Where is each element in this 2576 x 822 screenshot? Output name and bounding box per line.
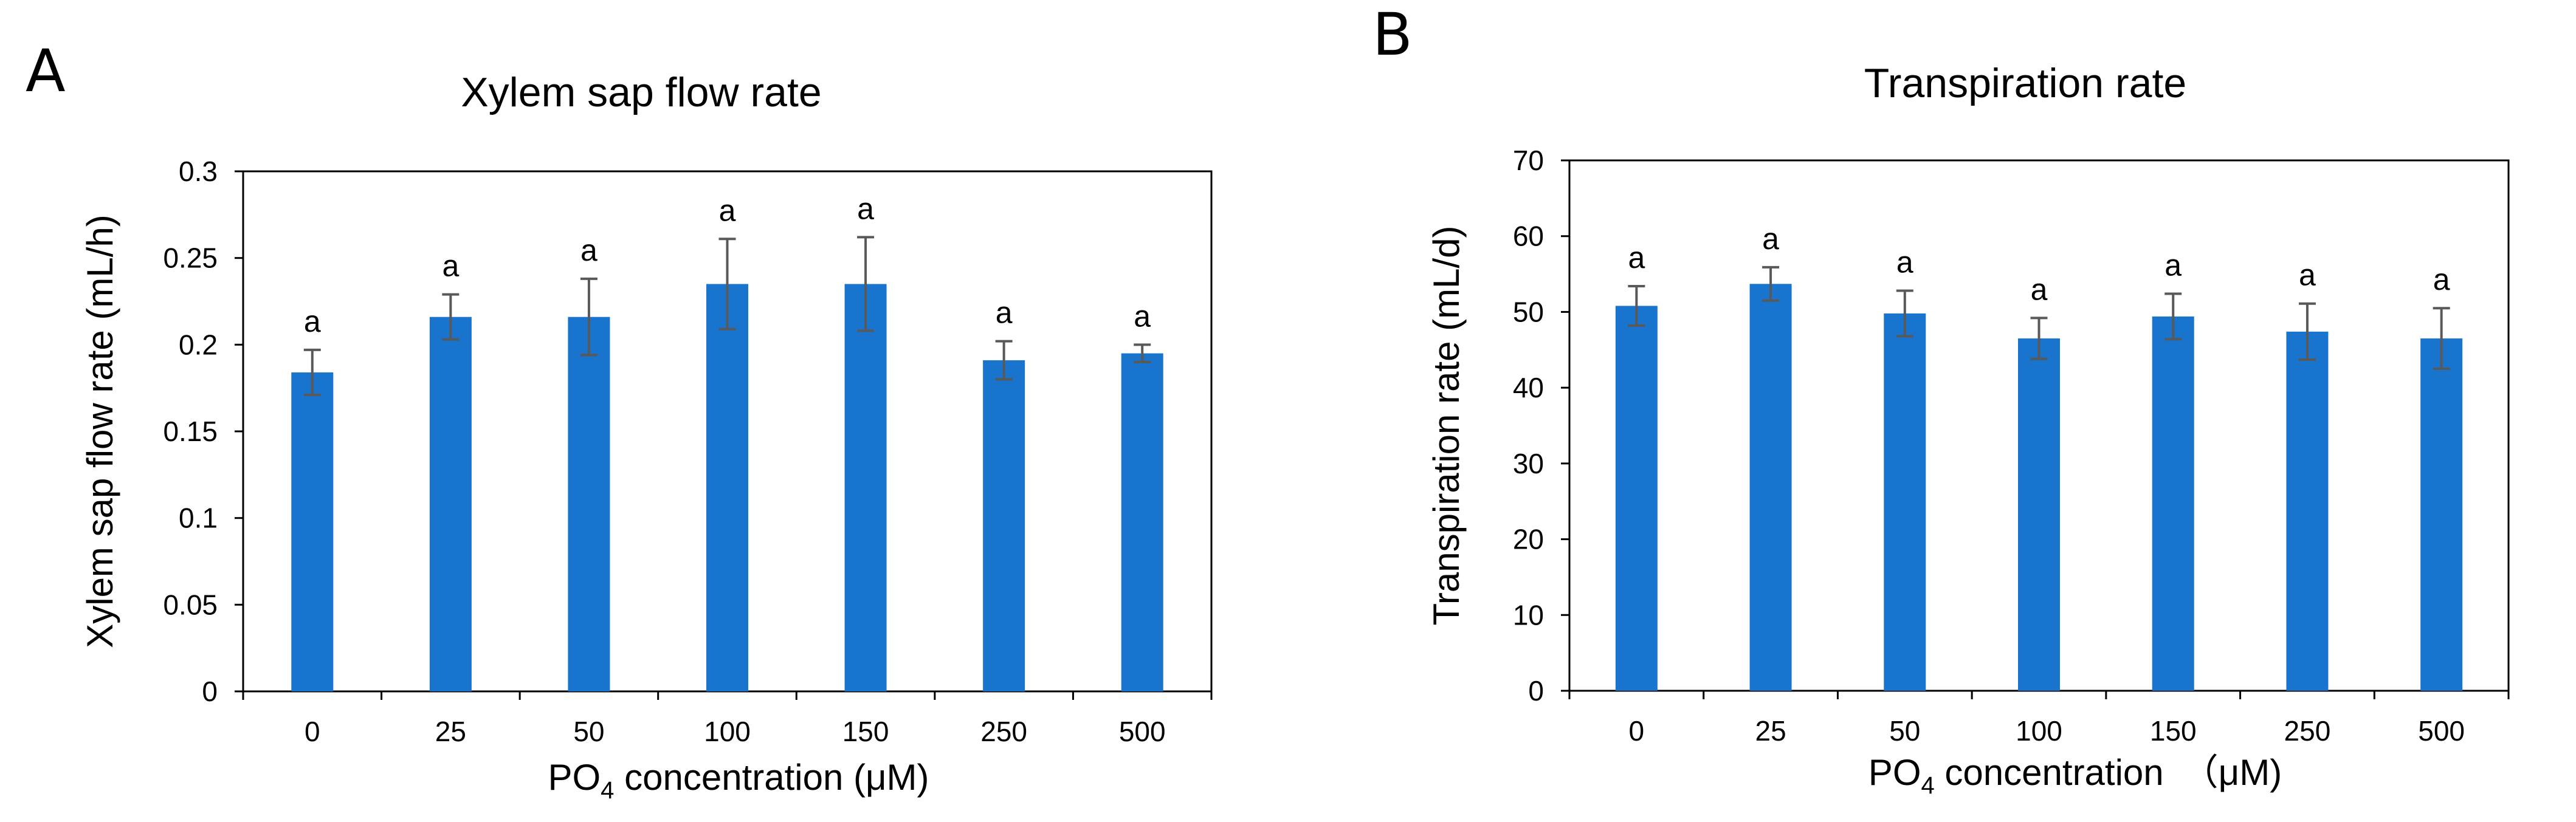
- significance-label: a: [2433, 262, 2450, 296]
- significance-label: a: [719, 193, 736, 227]
- x-axis-label: PO4 concentration (μM): [548, 757, 929, 804]
- x-tick-label: 50: [573, 716, 604, 747]
- bar: [291, 372, 334, 691]
- significance-label: a: [857, 191, 874, 225]
- bar: [1615, 306, 1658, 691]
- x-tick-label: 0: [305, 716, 320, 747]
- significance-label: a: [442, 249, 459, 283]
- bar: [2286, 331, 2329, 691]
- significance-label: a: [1896, 245, 1913, 279]
- chart-panel-b: B Transpiration rate 0 10 20 30 40 50 60 70 a 0 a 25 a…: [1372, 1, 2510, 799]
- significance-label: a: [1762, 222, 1779, 256]
- y-axis-label: Xylem sap flow rate (mL/h): [80, 214, 120, 648]
- significance-label: a: [580, 233, 598, 267]
- x-tick-label: 150: [2150, 715, 2197, 747]
- bar: [2152, 316, 2194, 691]
- y-axis-label: Transpiration rate (mL/d): [1426, 225, 1467, 625]
- y-tick-label: 10: [1513, 599, 1544, 631]
- y-tick-label: 20: [1513, 524, 1544, 555]
- x-tick-label: 150: [842, 716, 889, 747]
- y-tick-label: 0: [1528, 675, 1544, 707]
- x-tick-label: 50: [1889, 715, 1920, 747]
- y-tick-label: 30: [1513, 448, 1544, 479]
- y-tick-label: 0.1: [179, 502, 218, 534]
- x-tick-label: 500: [2418, 715, 2465, 747]
- chart-title: Transpiration rate: [1864, 60, 2186, 106]
- x-tick-label: 25: [435, 716, 466, 747]
- bar: [429, 317, 472, 691]
- significance-label: a: [1628, 241, 1645, 275]
- x-axis-label-subscript: 4: [1921, 772, 1935, 799]
- x-axis-label-main: PO: [1868, 752, 1921, 793]
- x-axis-label: PO4 concentration （μM): [1868, 752, 2282, 799]
- significance-label: a: [2031, 272, 2048, 306]
- y-tick-label: 0.25: [163, 242, 218, 274]
- y-tick-label: 0.05: [163, 589, 218, 620]
- bar: [983, 360, 1025, 691]
- y-tick-label: 70: [1513, 145, 1544, 176]
- x-tick-label: 100: [704, 716, 751, 747]
- bar: [2018, 338, 2060, 691]
- y-tick-label: 0.15: [163, 416, 218, 447]
- x-tick-label: 25: [1755, 715, 1786, 747]
- bar: [1121, 353, 1163, 691]
- y-tick-label: 0.2: [179, 329, 218, 360]
- x-tick-label: 0: [1629, 715, 1645, 747]
- significance-label: a: [996, 296, 1013, 330]
- significance-label: a: [1134, 299, 1151, 333]
- panel-label: B: [1372, 1, 1413, 69]
- x-axis-label-main: PO: [548, 757, 601, 798]
- y-tick-label: 0: [202, 676, 218, 707]
- chart-title: Xylem sap flow rate: [461, 69, 821, 115]
- x-axis-label-rest: concentration (μM): [614, 757, 929, 798]
- bar: [2420, 338, 2463, 691]
- x-axis-label-rest: concentration （μM): [1935, 752, 2282, 793]
- y-tick-label: 40: [1513, 372, 1544, 403]
- y-tick-label: 50: [1513, 296, 1544, 327]
- significance-label: a: [2164, 248, 2182, 282]
- bar: [1749, 284, 1792, 691]
- y-tick-label: 60: [1513, 221, 1544, 252]
- bar: [706, 284, 748, 691]
- bar: [568, 317, 610, 691]
- bar: [844, 284, 887, 691]
- y-tick-label: 0.3: [179, 156, 218, 187]
- bar: [1884, 313, 1926, 691]
- chart-panel-a: A Xylem sap flow rate 0 0.05 0.1 0.15 0.2 0.25 0…: [26, 37, 1213, 804]
- x-tick-label: 500: [1119, 716, 1166, 747]
- x-tick-label: 250: [980, 716, 1027, 747]
- x-tick-label: 250: [2284, 715, 2331, 747]
- x-axis-label-subscript: 4: [601, 777, 614, 804]
- significance-label: a: [2299, 258, 2316, 292]
- x-tick-label: 100: [2016, 715, 2062, 747]
- significance-label: a: [304, 304, 321, 338]
- panel-label: A: [26, 37, 66, 105]
